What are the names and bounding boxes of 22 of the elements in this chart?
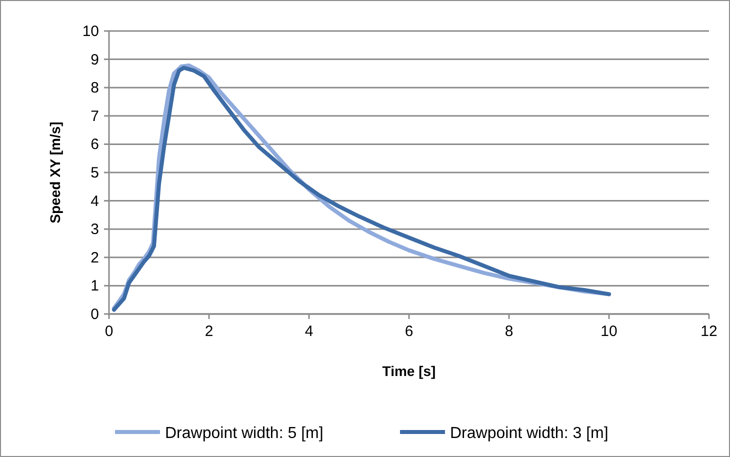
y-tick-label: 10 bbox=[82, 23, 99, 40]
x-tick-label: 2 bbox=[204, 323, 214, 340]
x-tick-label: 6 bbox=[404, 323, 414, 340]
x-tick-label: 8 bbox=[504, 323, 514, 340]
y-tick-label: 1 bbox=[90, 278, 99, 295]
x-axis-title: Time [s] bbox=[382, 363, 436, 379]
y-tick-label: 8 bbox=[90, 80, 99, 97]
y-tick-label: 3 bbox=[90, 221, 99, 238]
x-tick-label: 0 bbox=[104, 323, 114, 340]
y-tick-label: 7 bbox=[90, 108, 99, 125]
legend-label: Drawpoint width: 5 [m] bbox=[165, 425, 324, 442]
x-tick-label: 4 bbox=[304, 323, 314, 340]
x-tick-label: 12 bbox=[700, 323, 718, 340]
legend-label: Drawpoint width: 3 [m] bbox=[450, 425, 608, 442]
y-tick-label: 5 bbox=[90, 164, 99, 182]
x-tick-label: 10 bbox=[600, 323, 618, 340]
y-tick-label: 0 bbox=[90, 306, 99, 323]
y-tick-label: 2 bbox=[90, 249, 99, 266]
y-tick-label: 9 bbox=[90, 51, 99, 68]
y-tick-label: 6 bbox=[90, 136, 99, 154]
y-axis-title: Speed XY [m/s] bbox=[47, 122, 63, 224]
y-tick-label: 4 bbox=[90, 192, 99, 210]
